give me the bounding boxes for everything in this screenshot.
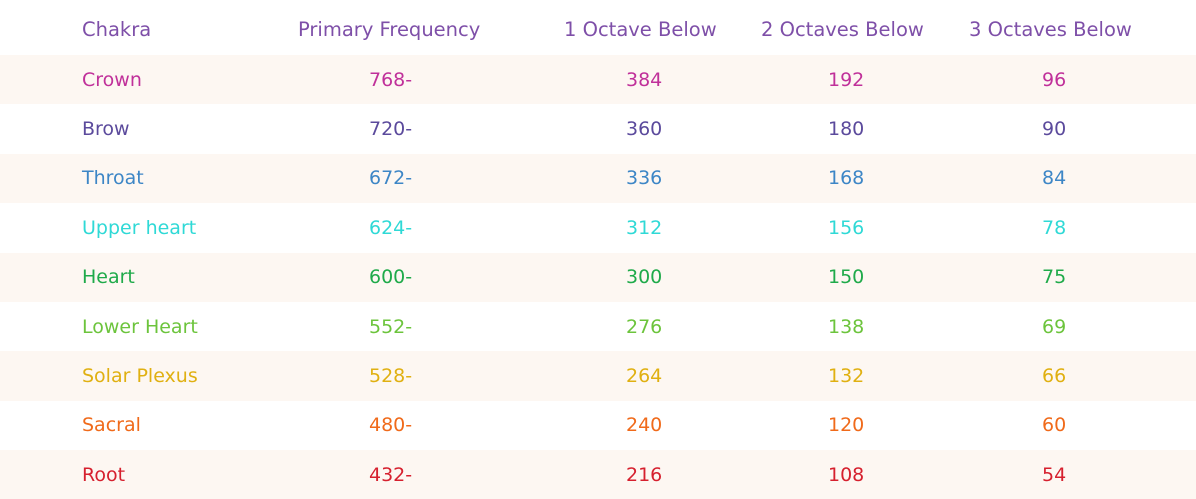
one-octave-below: 264	[626, 365, 663, 388]
primary-frequency: 528-	[369, 365, 413, 388]
three-octaves-below: 75	[1042, 266, 1067, 289]
chakra-name: Sacral	[82, 414, 141, 437]
two-octaves-below: 192	[828, 68, 865, 91]
one-octave-below: 216	[626, 463, 663, 486]
three-octaves-below: 54	[1042, 463, 1067, 486]
chakra-name: Root	[82, 463, 126, 486]
primary-frequency: 768-	[369, 68, 413, 91]
chakra-name: Crown	[82, 68, 142, 91]
table-row: Crown 768- 384 192 96	[0, 55, 1196, 105]
table-row: Root 432- 216 108 54	[0, 450, 1196, 499]
chakra-name: Heart	[82, 266, 135, 289]
two-octaves-below: 168	[828, 167, 865, 190]
chakra-name: Solar Plexus	[82, 365, 198, 388]
two-octaves-below: 156	[828, 216, 865, 239]
table-body: Crown 768- 384 192 96 Brow 720- 360 180 90 Throat 6…	[0, 55, 1196, 499]
table-row: Upper heart 624- 312 156 78	[0, 203, 1196, 252]
three-octaves-below: 69	[1042, 315, 1067, 338]
one-octave-below: 360	[626, 118, 663, 141]
table-row: Solar Plexus 528- 264 132 66	[0, 351, 1196, 401]
primary-frequency: 672-	[369, 167, 413, 190]
primary-frequency: 432-	[369, 463, 413, 486]
three-octaves-below: 90	[1042, 118, 1067, 141]
two-octaves-below: 132	[828, 365, 865, 388]
header-chakra: Chakra	[82, 18, 152, 41]
three-octaves-below: 60	[1042, 414, 1067, 437]
three-octaves-below: 84	[1042, 167, 1067, 190]
table-row: Throat 672- 336 168 84	[0, 153, 1196, 204]
one-octave-below: 240	[626, 414, 663, 437]
one-octave-below: 312	[626, 216, 663, 239]
one-octave-below: 384	[626, 68, 663, 91]
header-primary-frequency: Primary Frequency	[298, 18, 481, 41]
one-octave-below: 276	[626, 315, 663, 338]
primary-frequency: 480-	[369, 414, 413, 437]
table-row: Sacral 480- 240 120 60	[0, 401, 1196, 450]
table-row: Heart 600- 300 150 75	[0, 252, 1196, 302]
chakra-name: Upper heart	[82, 216, 197, 239]
chakra-name: Brow	[82, 118, 130, 141]
three-octaves-below: 96	[1042, 68, 1067, 91]
primary-frequency: 624-	[369, 216, 413, 239]
table-header-row: Chakra Primary Frequency 1 Octave Below …	[0, 0, 1196, 55]
three-octaves-below: 66	[1042, 365, 1067, 388]
two-octaves-below: 120	[828, 414, 865, 437]
two-octaves-below: 138	[828, 315, 865, 338]
two-octaves-below: 150	[828, 266, 865, 289]
chakra-name: Lower Heart	[82, 315, 198, 338]
two-octaves-below: 180	[828, 118, 865, 141]
one-octave-below: 336	[626, 167, 663, 190]
two-octaves-below: 108	[828, 463, 865, 486]
three-octaves-below: 78	[1042, 216, 1067, 239]
chakra-name: Throat	[82, 167, 144, 190]
table-row: Lower Heart 552- 276 138 69	[0, 302, 1196, 351]
header-2-octaves-below: 2 Octaves Below	[761, 18, 924, 41]
header-1-octave-below: 1 Octave Below	[564, 18, 717, 41]
one-octave-below: 300	[626, 266, 663, 289]
primary-frequency: 720-	[369, 118, 413, 141]
primary-frequency: 552-	[369, 315, 413, 338]
table-row: Brow 720- 360 180 90	[0, 104, 1196, 153]
header-3-octaves-below: 3 Octaves Below	[969, 18, 1132, 41]
primary-frequency: 600-	[369, 266, 413, 289]
